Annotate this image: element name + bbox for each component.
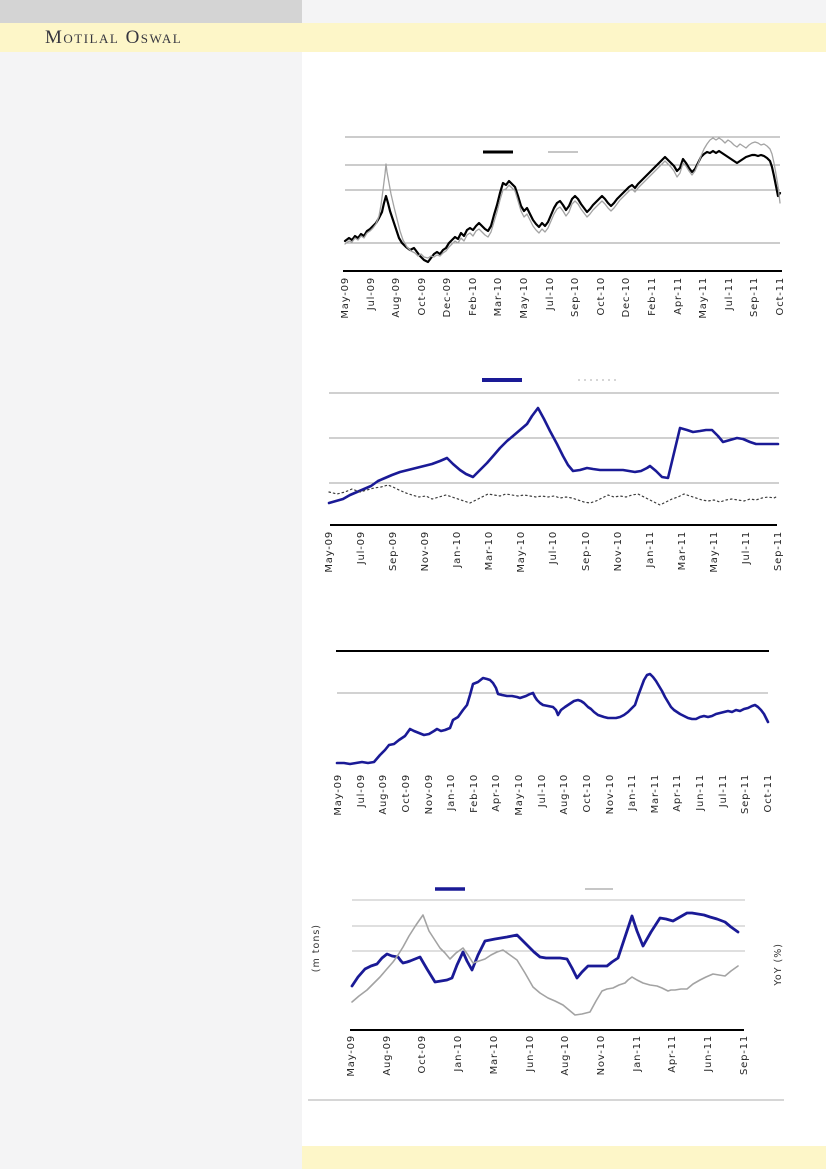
x-tick-label: Nov-09 [423, 774, 435, 815]
chart-4-gray-series [351, 914, 739, 1016]
chart-4-right-axis-title: YoY (%) [768, 924, 788, 1004]
x-tick-label: Mar-10 [488, 1035, 500, 1075]
content-panel [302, 52, 826, 1169]
x-tick-label: Apr-10 [491, 774, 503, 812]
x-tick-label: Feb-10 [467, 277, 479, 316]
x-tick-label: May-11 [698, 277, 710, 319]
x-tick-label: Sep-09 [388, 531, 400, 571]
x-tick-label: Oct-11 [774, 277, 786, 316]
chart-1-gray-series [344, 137, 781, 259]
x-tick-label: Aug-10 [560, 1035, 572, 1076]
x-tick-label: Sep-11 [740, 774, 752, 814]
chart-1-x-axis-labels: May-09 Jul-09 Aug-09 Oct-09 Dec-09 Feb-10 Mar-… [339, 277, 787, 329]
x-tick-label: Jul-11 [717, 774, 729, 808]
header-cream-band [0, 23, 826, 52]
chart-3-x-axis-labels: May-09 Jul-09 Aug-09 Oct-09 Nov-09 Jan-10 Feb-… [332, 774, 775, 826]
x-tick-label: Apr-11 [672, 277, 684, 315]
left-blank-panel [0, 52, 302, 1169]
x-tick-label: Aug-09 [378, 774, 390, 815]
x-tick-label: Jun-11 [695, 774, 706, 811]
x-tick-label: Jul-09 [365, 277, 377, 311]
x-tick-label: Sep-11 [749, 277, 761, 317]
x-tick-label: May-09 [346, 1035, 357, 1077]
chart-4-x-axis-labels: May-09 Aug-09 Oct-09 Jan-10 Mar-10 Jun-10 Aug-… [345, 1035, 751, 1087]
x-tick-label: Feb-10 [468, 774, 480, 813]
x-tick-label: Sep-11 [738, 1035, 750, 1075]
x-tick-label: Aug-09 [381, 1035, 393, 1076]
x-tick-label: Feb-11 [646, 277, 658, 316]
chart-2-canvas [327, 378, 780, 526]
x-tick-label: Jan-11 [627, 774, 639, 811]
x-tick-label: Nov-10 [612, 531, 624, 572]
x-tick-label: Oct-10 [581, 774, 593, 813]
x-tick-label: Jul-11 [740, 531, 752, 565]
x-tick-label: Jul-10 [536, 774, 548, 808]
chart-2-x-axis-labels: May-09 Jul-09 Sep-09 Nov-09 Jan-10 Mar-10 May-… [323, 531, 785, 583]
top-light-strip [302, 0, 826, 23]
chart-1-black-series [343, 149, 782, 264]
right-axis-title-text: YoY (%) [772, 942, 784, 986]
x-tick-label: Apr-11 [667, 1035, 679, 1073]
chart-2-navy-series [327, 406, 780, 505]
x-tick-label: Dec-09 [442, 277, 454, 318]
x-tick-label: May-10 [516, 531, 528, 573]
x-tick-label: Mar-10 [493, 277, 505, 317]
x-tick-label: Oct-11 [762, 774, 774, 813]
chart-2-dotted-series [328, 484, 779, 506]
x-tick-label: Jan-11 [631, 1035, 643, 1072]
x-tick-label: Oct-09 [416, 277, 428, 316]
x-tick-label: Oct-09 [417, 1035, 429, 1074]
x-tick-label: Jul-10 [544, 277, 556, 311]
x-tick-label: Aug-10 [559, 774, 571, 815]
x-tick-label: May-09 [333, 774, 344, 816]
x-tick-label: Mar-11 [649, 774, 661, 814]
x-tick-label: Jan-11 [644, 531, 656, 568]
x-tick-label: Dec-10 [621, 277, 633, 318]
x-tick-label: Jan-10 [446, 774, 458, 811]
x-tick-label: Sep-11 [772, 531, 784, 571]
x-tick-label: Sep-10 [580, 531, 592, 571]
x-tick-label: Apr-11 [672, 774, 684, 812]
left-axis-title-text: (m tons) [310, 923, 322, 973]
x-tick-label: Jul-10 [548, 531, 560, 565]
x-tick-label: Oct-10 [595, 277, 607, 316]
x-tick-label: Jun-11 [703, 1035, 715, 1072]
x-tick-label: May-09 [324, 531, 335, 573]
x-tick-label: Aug-09 [391, 277, 403, 318]
chart-3-canvas [335, 650, 770, 766]
x-tick-label: May-11 [708, 531, 720, 573]
x-tick-label: Mar-11 [676, 531, 688, 571]
x-tick-label: Jan-10 [453, 1035, 465, 1072]
x-tick-label: Sep-10 [570, 277, 582, 317]
chart-4-left-axis-title: (m tons) [306, 903, 326, 993]
x-tick-label: Jan-10 [452, 531, 464, 568]
x-tick-label: May-09 [340, 277, 351, 319]
x-tick-label: Oct-09 [400, 774, 412, 813]
x-tick-label: Mar-10 [484, 531, 496, 571]
x-tick-label: Nov-10 [596, 1035, 608, 1076]
x-tick-label: May-10 [519, 277, 531, 319]
footer-cream-band [302, 1146, 826, 1169]
x-tick-label: Nov-09 [420, 531, 432, 572]
x-tick-label: Nov-10 [604, 774, 616, 815]
x-tick-label: May-10 [514, 774, 525, 816]
x-tick-label: Jul-09 [355, 774, 367, 808]
x-tick-label: Jun-10 [524, 1035, 536, 1072]
x-tick-label: Jul-09 [356, 531, 368, 565]
chart-1-canvas [343, 136, 782, 272]
chart-4-navy-series [350, 911, 740, 988]
chart-3-navy-series [335, 672, 770, 766]
chart-4-canvas [350, 887, 745, 1031]
brand-logo-text: Motilal Oswal [45, 27, 183, 48]
top-gray-bar [0, 0, 302, 23]
x-tick-label: Jul-11 [723, 277, 735, 311]
footer-divider-line [308, 1099, 784, 1101]
